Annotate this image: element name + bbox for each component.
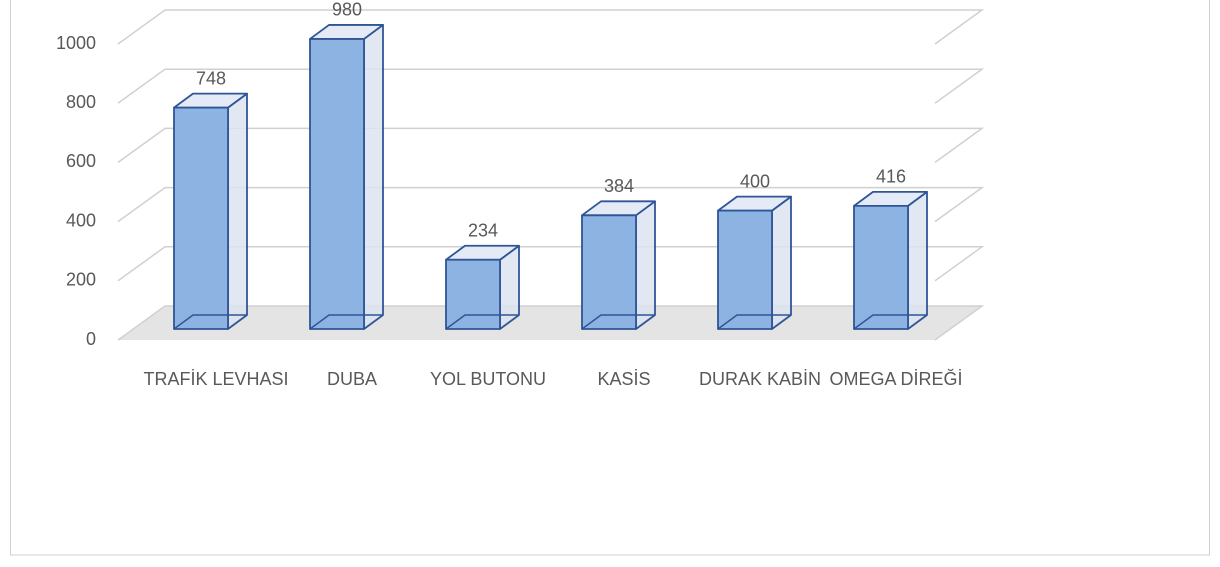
data-label: 980: [332, 0, 362, 20]
bar: [445, 244, 520, 330]
x-tick-label: DURAK KABİN: [699, 369, 821, 389]
y-tick-label: 0: [86, 329, 96, 349]
bar: [581, 200, 656, 330]
bar-front: [717, 209, 773, 330]
data-label: 384: [604, 176, 634, 196]
bar-side: [635, 200, 656, 330]
bar: [717, 195, 792, 330]
bar: [853, 190, 928, 330]
x-tick-label: DUBA: [327, 369, 377, 389]
grid-line: [117, 305, 985, 341]
x-tick-label: OMEGA DİREĞİ: [829, 368, 962, 389]
y-tick-label: 600: [66, 151, 96, 171]
x-tick-label: KASİS: [597, 369, 650, 389]
data-label: 234: [468, 220, 498, 240]
y-tick-label: 400: [66, 210, 96, 230]
bar-front: [445, 258, 501, 330]
bar-edge: [581, 314, 655, 330]
bar-edge: [173, 314, 247, 330]
x-tick-label: YOL BUTONU: [430, 369, 546, 389]
bar-front: [853, 204, 909, 330]
bar: [309, 24, 384, 330]
data-label: 748: [196, 68, 226, 88]
grid-line: [117, 186, 985, 223]
bar-edge: [445, 314, 519, 330]
bar-side: [227, 92, 248, 330]
bar-front: [173, 106, 229, 330]
y-tick-label: 1000: [56, 33, 96, 53]
grid-line: [117, 9, 985, 45]
bar-edge: [853, 314, 927, 330]
bar-front: [309, 38, 365, 330]
data-label: 400: [740, 171, 770, 191]
data-label: 416: [876, 167, 906, 187]
bar-edge: [309, 314, 383, 330]
grid-line: [117, 127, 985, 164]
y-tick-label: 200: [66, 270, 96, 290]
bar-side: [907, 190, 928, 330]
grid-line: [117, 246, 985, 282]
y-tick-label: 800: [66, 92, 96, 112]
x-tick-label: TRAFİK LEVHASI: [143, 369, 288, 389]
bar-edge: [717, 314, 791, 330]
bar-front: [581, 214, 637, 330]
bar-side: [363, 24, 384, 330]
bar-side: [771, 195, 792, 330]
grid-line: [117, 68, 985, 104]
bar: [173, 92, 248, 330]
